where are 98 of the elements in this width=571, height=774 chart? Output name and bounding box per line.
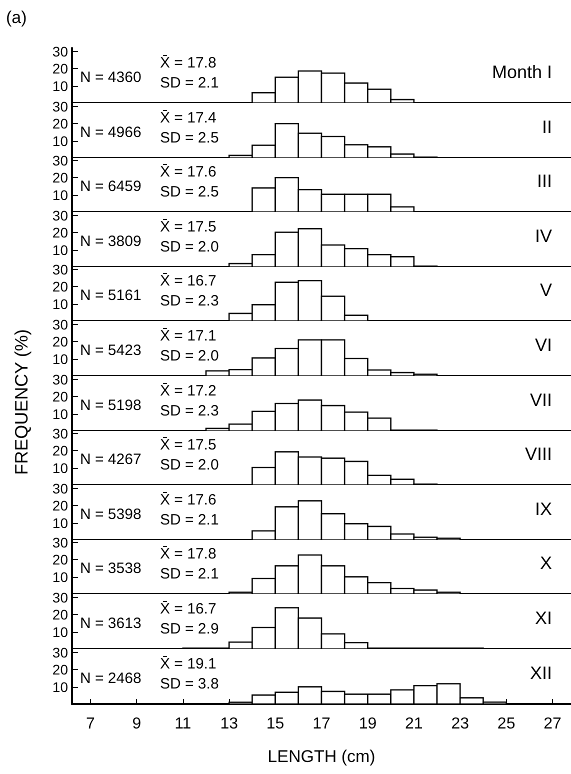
x-tick-label: 13 — [220, 715, 238, 732]
text: (a) — [6, 8, 27, 28]
text: VI — [534, 335, 552, 355]
y-tick-label: 30 — [52, 534, 68, 551]
x-axis-title: LENGTH (cm) — [268, 746, 376, 766]
x-tick-label: 17 — [312, 715, 330, 732]
y-tick-label: 20 — [52, 497, 68, 514]
text: X — [540, 553, 552, 574]
y-tick-label: 30 — [52, 644, 68, 660]
x-tick-label: 11 — [174, 715, 192, 732]
y-tick-label: 10 — [52, 460, 68, 476]
y-tick-label: 10 — [52, 296, 68, 312]
annotation: N = 4267 — [80, 450, 142, 468]
annotation: SD = 2.1 — [160, 511, 219, 528]
y-tick-label: 20 — [52, 115, 68, 132]
annotation: X̄ = 17.2 — [160, 382, 216, 400]
x-tick-label: 15 — [266, 715, 284, 732]
annotation: N = 3809 — [80, 232, 142, 250]
y-tick-label: 30 — [52, 262, 68, 278]
y-tick-label: 10 — [52, 514, 68, 531]
y-tick-label: 20 — [52, 388, 68, 404]
annotation: X̄ = 17.6 — [160, 164, 216, 181]
y-tick-label: 30 — [52, 43, 68, 60]
annotation: SD = 2.0 — [160, 456, 219, 474]
y-tick-label: 10 — [52, 242, 68, 258]
annotation: SD = 2.0 — [160, 238, 219, 256]
annotation: X̄ = 17.5 — [160, 218, 216, 236]
annotation: X̄ = 17.8 — [160, 54, 216, 72]
text: VII — [530, 390, 552, 410]
annotation: N = 5198 — [80, 396, 142, 414]
annotation: N = 4360 — [80, 68, 142, 86]
annotation: X̄ = 16.7 — [160, 600, 216, 618]
text: V — [540, 280, 552, 300]
annotation: X̄ = 17.8 — [160, 546, 216, 563]
text: IV — [534, 226, 552, 246]
annotation: SD = 2.3 — [160, 292, 219, 310]
text: XI — [534, 608, 552, 628]
x-tick-label: 19 — [358, 715, 377, 732]
annotation: SD = 2.5 — [160, 184, 219, 201]
y-tick-label: 20 — [52, 334, 68, 350]
text: IX — [534, 498, 552, 519]
annotation: SD = 2.0 — [160, 348, 219, 364]
annotation: SD = 2.5 — [160, 129, 219, 146]
annotation: N = 5423 — [80, 342, 142, 359]
y-tick-label: 20 — [52, 224, 68, 240]
y-tick-label: 30 — [52, 480, 68, 496]
y-tick-label: 30 — [52, 589, 68, 606]
annotation: X̄ = 16.7 — [160, 272, 216, 290]
annotation: X̄ = 17.4 — [160, 109, 216, 126]
text: Month I — [492, 62, 552, 82]
text: XII — [530, 662, 552, 683]
text: III — [536, 171, 552, 192]
x-tick-label: 21 — [405, 715, 423, 732]
annotation: X̄ = 17.1 — [160, 328, 216, 344]
annotation: SD = 2.3 — [160, 402, 219, 420]
annotation: N = 5398 — [80, 506, 142, 523]
x-tick-label: 9 — [132, 715, 142, 732]
text: II — [542, 116, 552, 137]
annotation: X̄ = 17.6 — [160, 491, 216, 508]
y-tick-label: 20 — [52, 606, 68, 623]
annotation: X̄ = 19.1 — [160, 655, 216, 672]
y-tick-label: 20 — [52, 279, 68, 296]
annotation: N = 3538 — [80, 560, 142, 578]
y-tick-label: 10 — [52, 678, 68, 694]
annotation: N = 3613 — [80, 614, 142, 632]
annotation: SD = 3.8 — [160, 675, 219, 692]
y-tick-label: 10 — [52, 569, 68, 586]
y-tick-label: 20 — [52, 442, 68, 459]
annotation: X̄ = 17.5 — [160, 436, 216, 454]
y-tick-label: 10 — [52, 78, 68, 94]
x-tick-label: 27 — [544, 715, 562, 732]
y-tick-label: 20 — [52, 60, 68, 77]
y-tick-label: 10 — [52, 132, 68, 148]
y-tick-label: 10 — [52, 350, 68, 367]
x-tick-label: 25 — [497, 715, 516, 732]
y-axis-title: FREQUENCY (%) — [12, 328, 32, 474]
annotation: N = 2468 — [80, 669, 142, 686]
annotation: N = 6459 — [80, 178, 142, 195]
y-tick-label: 10 — [52, 187, 68, 203]
annotation: N = 5161 — [80, 287, 142, 304]
y-tick-label: 20 — [52, 661, 68, 678]
y-tick-label: 30 — [52, 98, 68, 114]
annotation: SD = 2.1 — [160, 566, 219, 583]
y-tick-label: 10 — [52, 405, 68, 422]
y-tick-label: 30 — [52, 152, 68, 169]
y-tick-label: 20 — [52, 552, 68, 568]
y-tick-label: 10 — [52, 624, 68, 640]
annotation: N = 4966 — [80, 123, 142, 140]
y-tick-label: 30 — [52, 207, 68, 224]
x-tick-label: 23 — [451, 715, 470, 732]
y-tick-label: 30 — [52, 426, 68, 442]
text: VIII — [524, 444, 552, 464]
x-tick-label: 7 — [86, 715, 96, 732]
y-tick-label: 20 — [52, 170, 68, 186]
y-tick-label: 30 — [52, 371, 68, 388]
annotation: SD = 2.1 — [160, 74, 219, 92]
y-tick-label: 30 — [52, 316, 68, 332]
annotation: SD = 2.9 — [160, 620, 219, 638]
